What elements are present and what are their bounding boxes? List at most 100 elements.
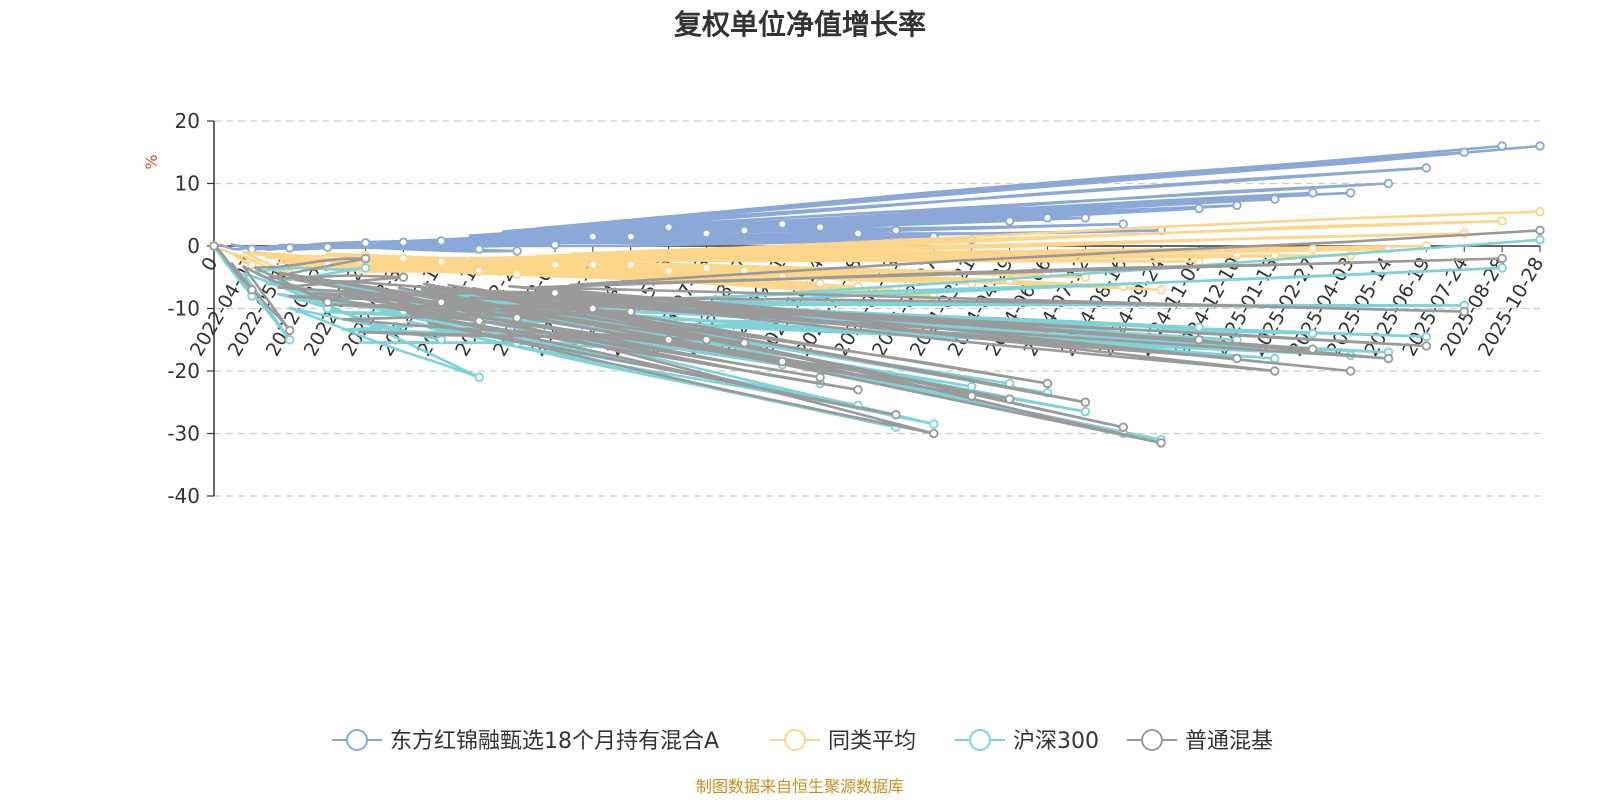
data-point [1118, 219, 1128, 229]
data-point [398, 253, 409, 264]
data-point [1421, 331, 1432, 342]
data-point [1004, 216, 1015, 226]
series-line [213, 144, 1541, 253]
data-point [360, 253, 371, 264]
data-point [1535, 235, 1545, 245]
legend-circle-marker [969, 729, 991, 751]
data-point [588, 231, 598, 242]
data-point [512, 313, 522, 323]
data-point [1497, 253, 1507, 264]
source-note: 制图数据来自恒生聚源数据库 [696, 777, 904, 796]
data-point [360, 263, 371, 273]
data-point [1307, 188, 1318, 198]
legend-item[interactable]: 沪深300 [955, 729, 1099, 754]
y-tick-label: -30 [167, 422, 200, 446]
data-point [1459, 147, 1469, 157]
series-line [213, 210, 1541, 298]
legend-label: 东方红锦融甄选18个月持有混合A [390, 729, 719, 754]
data-point [1080, 397, 1091, 407]
x-tick-label: 0 [197, 254, 222, 275]
data-point [891, 410, 901, 420]
data-point [1156, 438, 1166, 448]
series-layer [209, 141, 1545, 448]
data-point [1270, 250, 1280, 261]
data-point [1345, 366, 1356, 376]
data-point [1307, 244, 1318, 254]
data-point [209, 241, 219, 251]
data-point [626, 231, 636, 242]
data-point [285, 243, 295, 253]
series-4 [209, 225, 1545, 448]
legend-circle-marker [1141, 729, 1163, 751]
y-axis-ticks: 20 10 0 -10 -20 -30 -40 [167, 109, 214, 508]
data-point [739, 338, 750, 348]
data-point [1194, 322, 1204, 332]
data-point [1042, 213, 1053, 223]
legend-item[interactable]: 同类平均 [770, 729, 916, 754]
data-point [474, 266, 484, 276]
data-point [1459, 306, 1469, 317]
legend-label: 同类平均 [828, 729, 916, 754]
data-point [512, 269, 522, 279]
data-point [1194, 335, 1204, 345]
data-point [701, 335, 712, 345]
data-point [550, 240, 560, 250]
data-point [436, 335, 447, 345]
data-point [588, 303, 598, 314]
data-point [739, 225, 750, 236]
data-point [663, 266, 674, 276]
data-point [929, 419, 939, 429]
legend-item[interactable]: 东方红锦融甄选18个月持有混合A [332, 729, 719, 754]
series-1 [209, 141, 1545, 256]
data-point [777, 356, 787, 367]
data-point [285, 325, 295, 336]
data-point [436, 297, 447, 307]
legend-label: 沪深300 [1013, 729, 1099, 754]
data-point [1118, 422, 1128, 432]
data-point [1232, 353, 1242, 364]
data-point [398, 272, 409, 282]
data-point [1421, 163, 1432, 173]
data-point [853, 385, 863, 395]
y-tick-label: 0 [187, 234, 200, 258]
data-point [436, 236, 447, 246]
data-point [247, 260, 257, 270]
data-point [1497, 141, 1507, 151]
data-point [967, 391, 977, 401]
chart-title: 复权单位净值增长率 [674, 8, 926, 41]
data-point [626, 306, 636, 317]
data-point [967, 381, 977, 392]
data-point [322, 297, 333, 307]
data-point [1497, 263, 1507, 273]
data-point [853, 228, 863, 239]
data-point [701, 263, 712, 273]
legend-item[interactable]: 普通混基 [1127, 729, 1273, 754]
y-tick-label: 10 [175, 172, 200, 196]
data-point [891, 225, 901, 236]
data-point [1345, 188, 1356, 198]
data-point [550, 288, 560, 298]
data-point [474, 244, 484, 254]
data-point [1535, 206, 1545, 217]
data-point [1080, 406, 1091, 417]
data-point [1232, 200, 1242, 211]
y-tick-label: -40 [167, 484, 200, 508]
data-point [1270, 194, 1280, 204]
legend[interactable]: 东方红锦融甄选18个月持有混合A 同类平均 沪深300 普通混基 [332, 729, 1273, 754]
data-point [815, 278, 825, 289]
data-point [777, 219, 787, 229]
series-2 [209, 206, 1545, 301]
data-point [550, 260, 560, 270]
y-axis-unit-label: % [142, 154, 161, 169]
y-tick-label: -20 [167, 359, 200, 383]
y-tick-label: 20 [175, 109, 200, 133]
data-point [1270, 366, 1280, 376]
data-point [701, 228, 712, 239]
legend-circle-marker [346, 729, 368, 751]
data-point [1383, 353, 1394, 364]
data-point [512, 246, 522, 256]
data-point [1156, 285, 1166, 295]
legend-label: 普通混基 [1185, 729, 1273, 754]
data-point [1535, 225, 1545, 236]
